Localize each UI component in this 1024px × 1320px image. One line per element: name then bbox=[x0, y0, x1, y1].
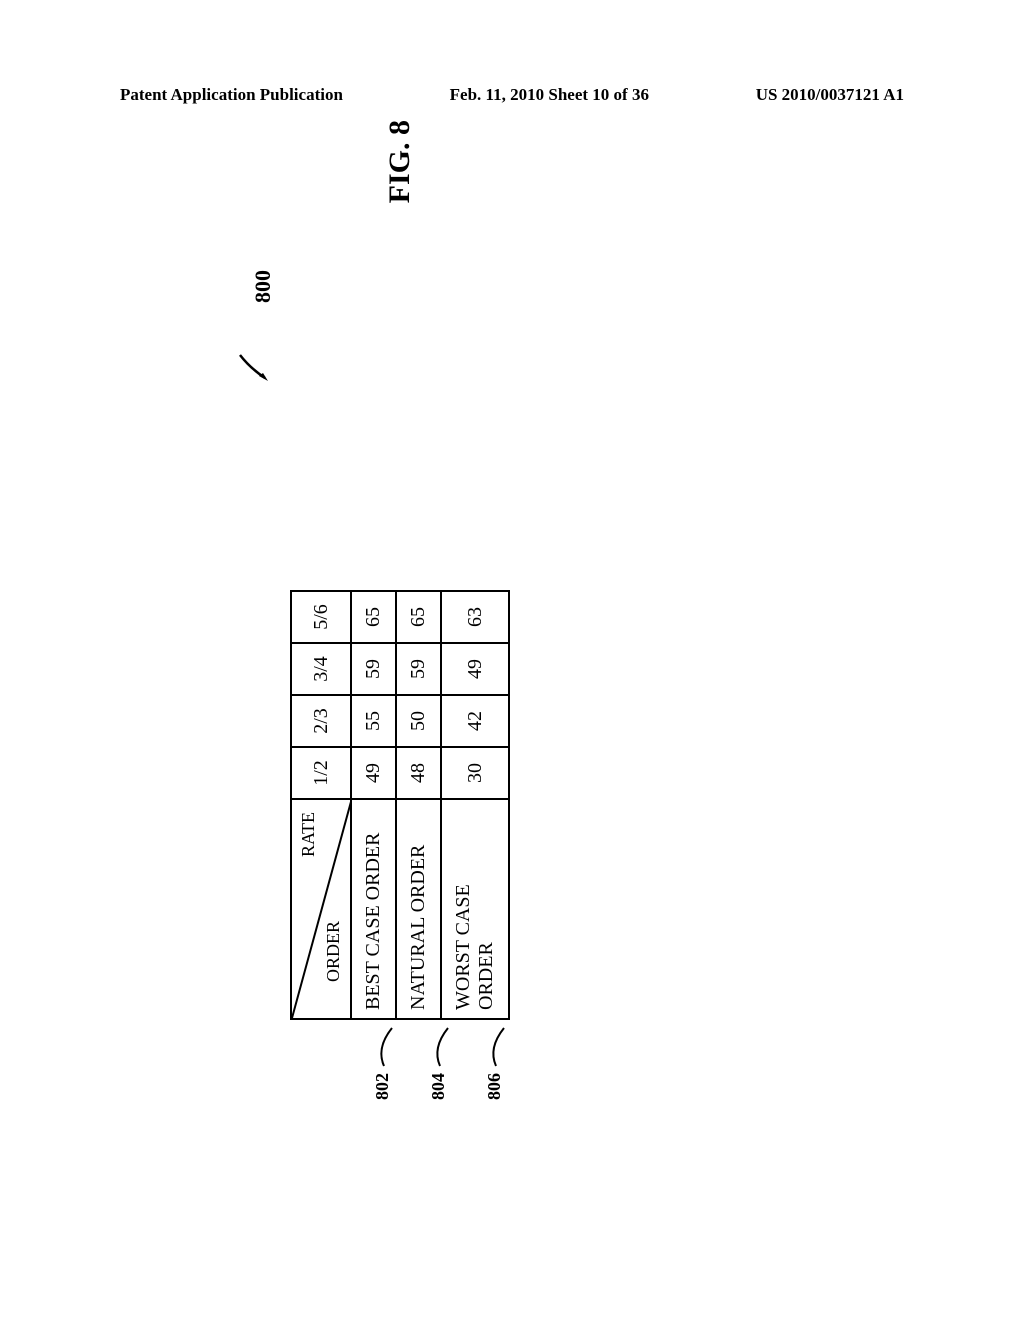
header-rate-label: RATE bbox=[298, 812, 319, 857]
ref-802-container: 802 bbox=[372, 1073, 393, 1100]
col-header: 1/2 bbox=[291, 747, 351, 799]
cell: 49 bbox=[441, 643, 509, 695]
diagonal-header-cell: RATE ORDER bbox=[291, 799, 351, 1019]
cell: 59 bbox=[351, 643, 396, 695]
cell: 50 bbox=[396, 695, 441, 747]
curve-icon bbox=[430, 1018, 455, 1068]
header-order-label: ORDER bbox=[323, 921, 344, 982]
ref-800: 800 bbox=[250, 270, 275, 303]
cell: 59 bbox=[396, 643, 441, 695]
data-table: RATE ORDER 1/2 2/3 3/4 5/6 BEST CASE ORD… bbox=[290, 590, 510, 1020]
cell: 55 bbox=[351, 695, 396, 747]
cell: 63 bbox=[441, 591, 509, 643]
col-header: 3/4 bbox=[291, 643, 351, 695]
cell: 49 bbox=[351, 747, 396, 799]
cell: 65 bbox=[351, 591, 396, 643]
figure-caption: FIG. 8 bbox=[383, 120, 417, 203]
row-label: NATURAL ORDER bbox=[396, 799, 441, 1019]
table-container: 800 RATE ORDER 1/2 2/3 3/4 5/6 BEST CASE… bbox=[290, 320, 510, 1020]
arrow-icon bbox=[230, 344, 270, 384]
table-row: BEST CASE ORDER 49 55 59 65 bbox=[351, 591, 396, 1019]
ref-806: 806 bbox=[484, 1073, 504, 1100]
table-header-row: RATE ORDER 1/2 2/3 3/4 5/6 bbox=[291, 591, 351, 1019]
col-header: 2/3 bbox=[291, 695, 351, 747]
ref-802: 802 bbox=[372, 1073, 392, 1100]
page-header: Patent Application Publication Feb. 11, … bbox=[0, 85, 1024, 105]
ref-806-container: 806 bbox=[484, 1073, 505, 1100]
cell: 42 bbox=[441, 695, 509, 747]
cell: 30 bbox=[441, 747, 509, 799]
table-row: NATURAL ORDER 48 50 59 65 bbox=[396, 591, 441, 1019]
curve-icon bbox=[486, 1018, 511, 1068]
curve-icon bbox=[374, 1018, 399, 1068]
figure-content: 800 RATE ORDER 1/2 2/3 3/4 5/6 BEST CASE… bbox=[290, 320, 690, 1020]
ref-804-container: 804 bbox=[428, 1073, 449, 1100]
header-publication: Patent Application Publication bbox=[120, 85, 343, 105]
table-row: WORST CASE ORDER 30 42 49 63 bbox=[441, 591, 509, 1019]
header-patent-number: US 2010/0037121 A1 bbox=[756, 85, 904, 105]
cell: 65 bbox=[396, 591, 441, 643]
col-header: 5/6 bbox=[291, 591, 351, 643]
cell: 48 bbox=[396, 747, 441, 799]
row-label: BEST CASE ORDER bbox=[351, 799, 396, 1019]
row-label: WORST CASE ORDER bbox=[441, 799, 509, 1019]
ref-main-label: 800 bbox=[230, 270, 276, 384]
ref-804: 804 bbox=[428, 1073, 448, 1100]
header-date-sheet: Feb. 11, 2010 Sheet 10 of 36 bbox=[450, 85, 649, 105]
